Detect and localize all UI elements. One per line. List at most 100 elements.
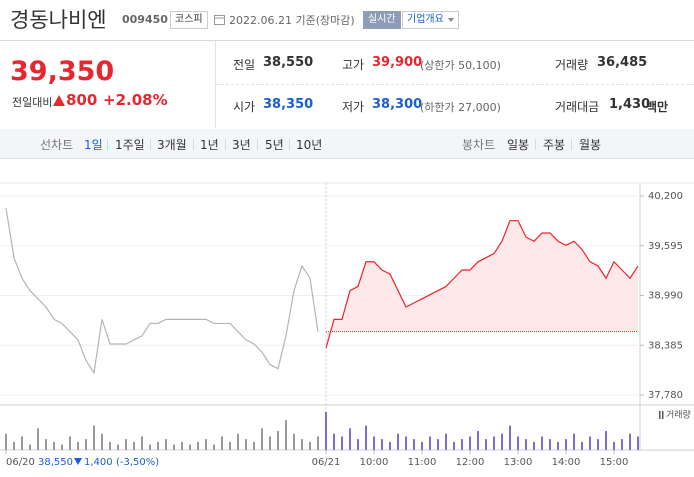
volume-bar xyxy=(341,436,343,450)
volume-bar xyxy=(469,436,471,450)
tab[interactable]: 10년 xyxy=(296,138,323,152)
separator xyxy=(150,139,151,150)
volume-bar xyxy=(501,433,503,450)
volume-bar xyxy=(29,444,31,450)
x-tick-label: 12:00 xyxy=(456,457,485,468)
tab[interactable]: 일봉 xyxy=(507,138,530,152)
volume-bar xyxy=(317,436,319,450)
volume-bar xyxy=(421,441,423,450)
volume-bar xyxy=(45,439,47,450)
tab[interactable]: 월봉 xyxy=(579,138,602,152)
stat-label: 고가 xyxy=(342,58,365,72)
volume-bar xyxy=(589,436,591,450)
price-line xyxy=(325,220,639,349)
market-badge: 코스피 xyxy=(170,11,208,29)
volume-bar xyxy=(437,439,439,450)
volume-bar xyxy=(333,433,335,450)
volume-bar xyxy=(629,433,631,450)
y-tick-label: 38,385 xyxy=(648,340,683,351)
volume-bar xyxy=(117,444,119,450)
current-price: 39,350 xyxy=(10,56,115,87)
tab[interactable]: 주봉 xyxy=(543,138,566,152)
volume-bar xyxy=(605,431,607,450)
volume-bar xyxy=(549,439,551,450)
volume-bar xyxy=(197,441,199,450)
stat-label: 거래대금 xyxy=(555,100,600,114)
volume-bar xyxy=(293,433,295,450)
company-info-button[interactable]: 기업개요 xyxy=(402,11,459,29)
tab[interactable]: 3개월 xyxy=(157,138,187,152)
volume-bar xyxy=(389,441,391,450)
volume-bar xyxy=(21,436,23,450)
volume-bar xyxy=(533,441,535,450)
volume-bar xyxy=(405,436,407,450)
volume-bar xyxy=(637,436,639,450)
separator xyxy=(289,139,290,150)
stat-note: (상한가 50,100) xyxy=(420,59,501,72)
stat-note: (하한가 27,000) xyxy=(420,101,501,114)
prev-close: 38,550 xyxy=(38,457,73,468)
separator xyxy=(535,139,536,150)
volume-bar xyxy=(125,439,127,450)
stat-value: 1,430 xyxy=(609,97,651,112)
tab[interactable]: 5년 xyxy=(265,138,284,152)
calendar-icon xyxy=(214,15,225,25)
volume-bar xyxy=(573,433,575,450)
stat-label: 저가 xyxy=(342,100,365,114)
volume-bar xyxy=(13,441,15,450)
separator xyxy=(107,139,108,150)
y-tick-label: 37,780 xyxy=(648,390,683,401)
volume-bar xyxy=(517,436,519,450)
area xyxy=(326,220,638,349)
tab[interactable]: 1일 xyxy=(84,138,103,152)
volume-bar xyxy=(525,439,527,450)
volume-bar xyxy=(461,439,463,450)
stat-label: 시가 xyxy=(233,100,256,114)
stat-value: 36,485 xyxy=(597,55,648,70)
volume-bar xyxy=(253,441,255,450)
volume-bar xyxy=(229,441,231,450)
volume-label: 거래량 xyxy=(666,409,691,421)
volume-bar xyxy=(157,441,159,450)
x-tick-label: 13:00 xyxy=(504,457,533,468)
volume-bar xyxy=(205,439,207,450)
volume-bar xyxy=(541,436,543,450)
stat-label: 전일 xyxy=(233,58,256,72)
tab[interactable]: 1년 xyxy=(200,138,219,152)
volume-bar xyxy=(445,433,447,450)
x-tick-label: 14:00 xyxy=(552,457,581,468)
stat-value: 39,900 xyxy=(372,55,423,70)
stat-unit: 백만 xyxy=(646,100,669,114)
volume-bar xyxy=(221,436,223,450)
volume-bar xyxy=(613,441,615,450)
volume-bar xyxy=(93,425,95,450)
separator xyxy=(257,139,258,150)
x-tick-label: 06/21 xyxy=(312,457,341,468)
volume-bar xyxy=(509,425,511,450)
volume-bar xyxy=(493,436,495,450)
tab[interactable]: 1주일 xyxy=(115,138,145,152)
volume-bar xyxy=(37,428,39,450)
volume-bar xyxy=(189,444,191,450)
volume-bar xyxy=(309,441,311,450)
volume-bar xyxy=(149,444,151,450)
volume-bar xyxy=(173,444,175,450)
stat-value: 38,300 xyxy=(372,97,423,112)
y-tick-label: 40,200 xyxy=(648,191,683,202)
volume-bar xyxy=(101,433,103,450)
realtime-badge[interactable]: 실시간 xyxy=(363,11,401,29)
tab[interactable]: 3년 xyxy=(232,138,251,152)
volume-bar xyxy=(485,439,487,450)
volume-bar xyxy=(165,439,167,450)
volume-bar xyxy=(429,436,431,450)
volume-bar xyxy=(301,439,303,450)
stat-value: 38,350 xyxy=(263,97,314,112)
up-arrow xyxy=(53,95,65,106)
volume-bar xyxy=(141,436,143,450)
volume-bar xyxy=(557,441,559,450)
company-info-text: 기업개요 xyxy=(407,14,444,25)
separator xyxy=(225,139,226,150)
